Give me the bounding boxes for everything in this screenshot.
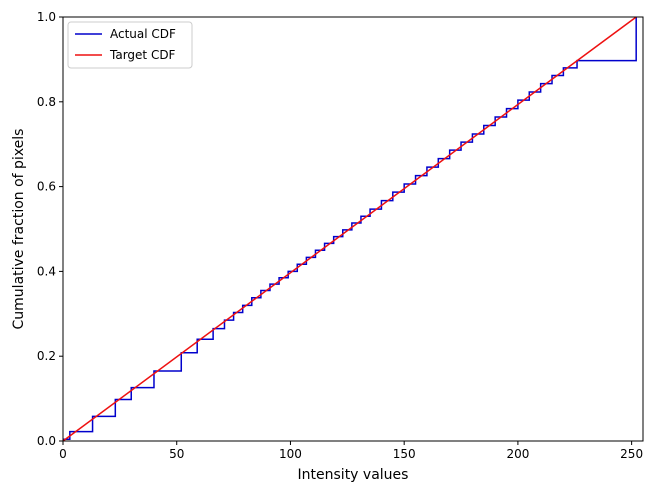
series-layer: [62, 16, 637, 442]
x-axis-ticks: 0 50 100 150 200 250: [59, 441, 643, 461]
plot-frame: [62, 16, 644, 442]
y-tick-label: 0.4: [37, 264, 56, 278]
y-axis-label: Cumulative fraction of pixels: [11, 129, 27, 330]
legend-label-actual-cdf: Actual CDF: [110, 27, 176, 41]
y-tick-label: 0.8: [37, 95, 56, 109]
x-tick-label: 50: [169, 447, 184, 461]
y-tick-label: 0.2: [37, 349, 56, 363]
y-tick-label: 1.0: [37, 10, 56, 24]
x-tick-label: 200: [506, 447, 529, 461]
plot-area: 0 50 100 150 200 250 0.0 0.2 0.4 0.6 0.8 1.0: [37, 10, 644, 461]
x-tick-label: 150: [393, 447, 416, 461]
y-tick-label: 0.6: [37, 180, 56, 194]
legend: Actual CDF Target CDF: [67, 21, 193, 69]
y-tick-label: 0.0: [37, 434, 56, 448]
series-target-cdf-line: [62, 16, 637, 442]
x-tick-label: 0: [59, 447, 67, 461]
legend-label-target-cdf: Target CDF: [109, 48, 176, 62]
x-axis-label: Intensity values: [298, 467, 409, 483]
x-tick-label: 100: [279, 447, 302, 461]
y-axis-ticks: 0.0 0.2 0.4 0.6 0.8 1.0: [37, 10, 63, 448]
series-actual-cdf-line: [63, 17, 637, 441]
x-tick-label: 250: [620, 447, 643, 461]
